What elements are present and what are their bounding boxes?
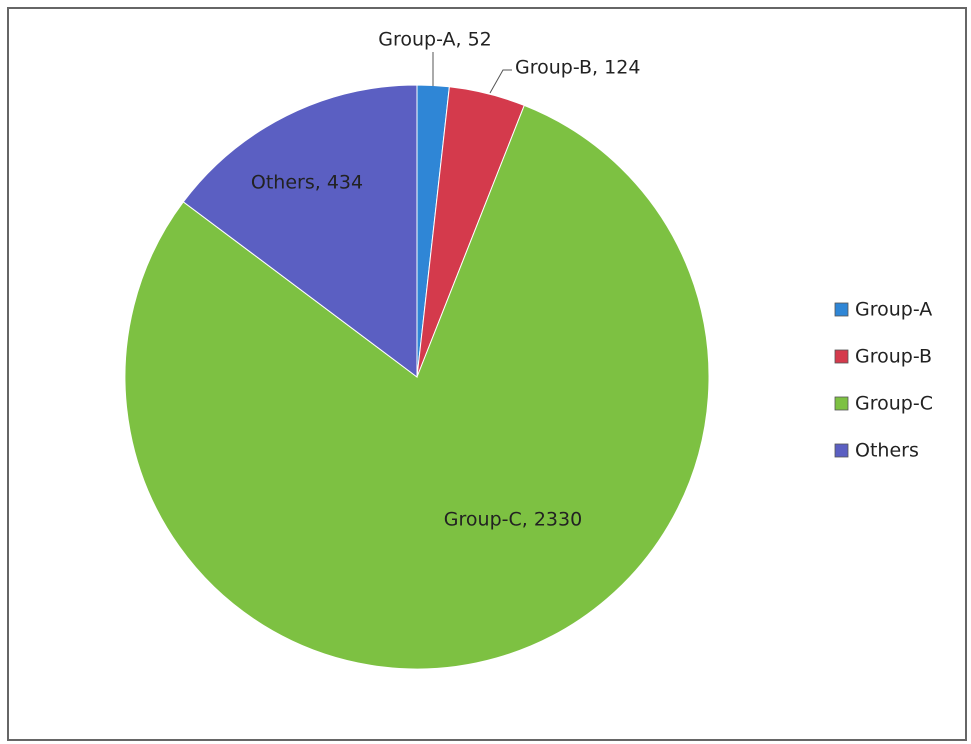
data-label: Others, 434: [251, 172, 363, 194]
legend-swatch: [834, 443, 849, 458]
legend-label: Group-A: [855, 299, 932, 321]
data-label: Group-B, 124: [515, 57, 640, 79]
pie-slice: [182, 84, 418, 378]
pie-slice: [124, 104, 710, 670]
legend-swatch: [834, 396, 849, 411]
legend-label: Group-B: [855, 346, 932, 368]
legend-swatch: [834, 302, 849, 317]
data-label: Group-C, 2330: [444, 509, 582, 531]
leader-line: [489, 69, 512, 94]
data-label: Group-A, 52: [378, 29, 492, 51]
legend-label: Others: [855, 440, 919, 462]
legend-swatch: [834, 349, 849, 364]
legend-label: Group-C: [855, 393, 933, 415]
